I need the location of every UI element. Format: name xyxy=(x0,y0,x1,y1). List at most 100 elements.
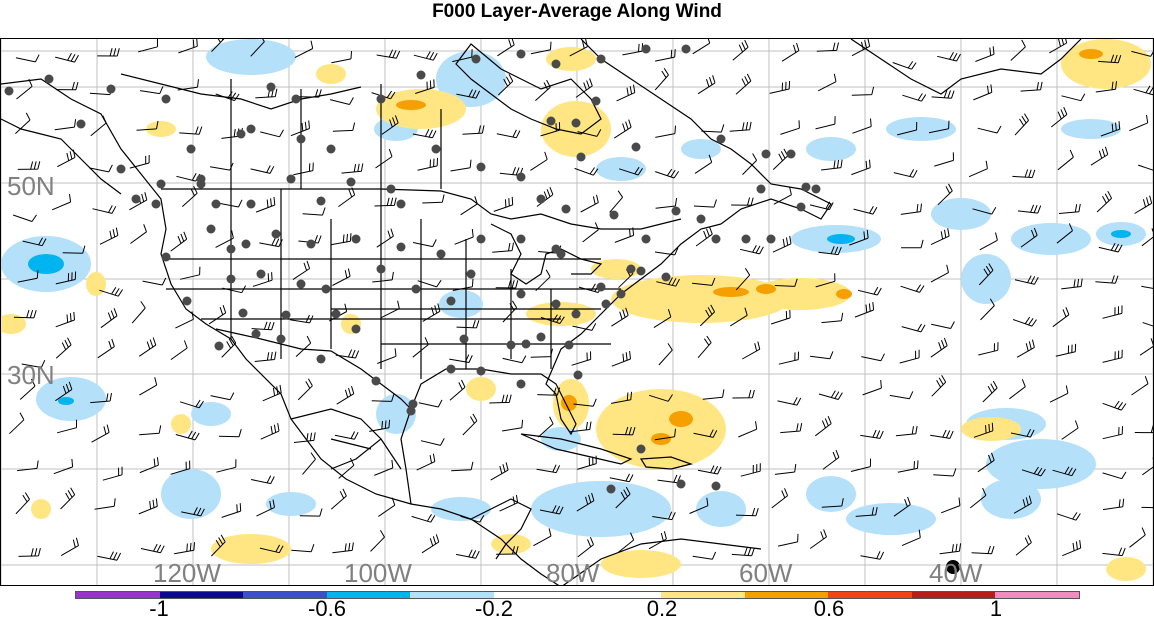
wind-barb xyxy=(772,235,792,253)
colorbar-tick-label: -0.6 xyxy=(308,596,346,621)
colorbar-tick-label: -1 xyxy=(149,596,169,621)
wind-barb xyxy=(55,311,75,328)
station-dot xyxy=(281,310,291,320)
wind-barb xyxy=(1095,81,1117,93)
wind-barb xyxy=(931,374,947,397)
wind-barb xyxy=(654,247,679,256)
station-dot xyxy=(516,234,526,244)
wind-barb xyxy=(860,429,884,439)
wind-barb xyxy=(16,78,33,100)
wind-barb xyxy=(980,298,995,321)
wind-barb xyxy=(1098,54,1122,64)
wind-barb xyxy=(731,197,754,206)
wind-barb xyxy=(533,528,552,547)
anomaly-region xyxy=(28,254,64,274)
wind-barb xyxy=(973,84,993,101)
wind-barb xyxy=(693,199,717,208)
station-dot xyxy=(446,364,456,374)
station-dot xyxy=(196,179,206,189)
wind-barb xyxy=(22,237,47,247)
wind-barb xyxy=(972,206,997,215)
wind-barb xyxy=(615,486,631,509)
station-dot xyxy=(346,177,356,187)
colorbar-tick-label: -0.2 xyxy=(475,596,513,621)
wind-barb xyxy=(1055,343,1077,357)
wind-barb xyxy=(1012,169,1036,178)
anomaly-region xyxy=(266,492,316,516)
station-dot xyxy=(326,144,336,154)
anomaly-region xyxy=(1111,230,1131,238)
wind-barb xyxy=(1017,204,1042,214)
station-dot xyxy=(214,341,224,351)
wind-barb xyxy=(130,224,147,244)
anomaly-region xyxy=(396,100,426,110)
wind-barb xyxy=(575,78,593,98)
wind-barb xyxy=(773,186,792,205)
anomaly-region xyxy=(1011,223,1091,255)
wind-barb xyxy=(102,466,123,481)
wind-barb xyxy=(612,426,636,436)
wind-barb xyxy=(530,41,552,55)
wind-barb xyxy=(697,335,712,359)
station-dot xyxy=(591,96,601,106)
station-dot xyxy=(306,239,316,249)
wind-barb xyxy=(1052,466,1077,477)
wind-barb xyxy=(653,309,672,329)
station-dot xyxy=(551,299,561,309)
station-dot xyxy=(571,118,581,128)
wind-barb xyxy=(1133,85,1153,96)
wind-barb xyxy=(815,273,836,288)
wind-barb xyxy=(131,301,146,324)
station-dot xyxy=(631,142,641,152)
station-dot xyxy=(316,354,326,364)
colorbar-tick-label: 0.6 xyxy=(813,596,845,621)
wind-barb xyxy=(975,46,995,62)
wind-barb xyxy=(412,239,437,248)
wind-barb xyxy=(814,416,832,437)
colorbar-segment xyxy=(243,592,327,598)
hispaniola xyxy=(639,456,694,470)
wind-barb xyxy=(731,547,755,557)
wind-barb xyxy=(895,425,918,437)
wind-barb xyxy=(1095,275,1119,284)
colorbar-segment xyxy=(159,592,244,598)
wind-barb xyxy=(450,159,472,172)
wind-barb xyxy=(1049,39,1068,54)
wind-barb xyxy=(617,532,635,553)
wind-barb xyxy=(290,120,310,137)
station-dot xyxy=(371,376,381,386)
colorbar-segment xyxy=(661,592,745,598)
wind-barb xyxy=(611,350,631,367)
wind-barb xyxy=(170,460,191,475)
wind-barb xyxy=(648,531,667,550)
wind-barb xyxy=(262,384,282,402)
wind-barb xyxy=(129,154,150,169)
anomaly-region xyxy=(561,395,577,411)
wind-barb xyxy=(462,125,485,135)
great-lakes xyxy=(490,223,603,285)
station-dot xyxy=(696,214,706,224)
station-dot xyxy=(641,44,651,54)
wind-barb xyxy=(582,222,599,243)
station-dot xyxy=(786,149,796,159)
wind-barb xyxy=(774,278,798,287)
wind-barb xyxy=(218,199,243,208)
station-dot xyxy=(351,324,361,334)
wind-barb xyxy=(91,424,110,443)
wind-barb xyxy=(57,149,76,168)
station-dot xyxy=(236,129,246,139)
wind-barb xyxy=(689,497,709,514)
wind-barb xyxy=(420,438,445,446)
wind-barb xyxy=(892,61,917,70)
wind-barb xyxy=(136,120,159,131)
wind-barb xyxy=(697,465,722,475)
colorbar-tick-label: 1 xyxy=(989,596,1003,621)
wind-barb xyxy=(1058,203,1081,214)
wind-barb xyxy=(452,278,474,291)
wind-barb xyxy=(1102,471,1127,480)
wind-barb xyxy=(495,280,519,289)
wind-barb xyxy=(181,185,198,207)
wind-barb xyxy=(930,337,948,358)
wind-barb xyxy=(901,323,926,333)
wind-barb xyxy=(179,266,201,280)
